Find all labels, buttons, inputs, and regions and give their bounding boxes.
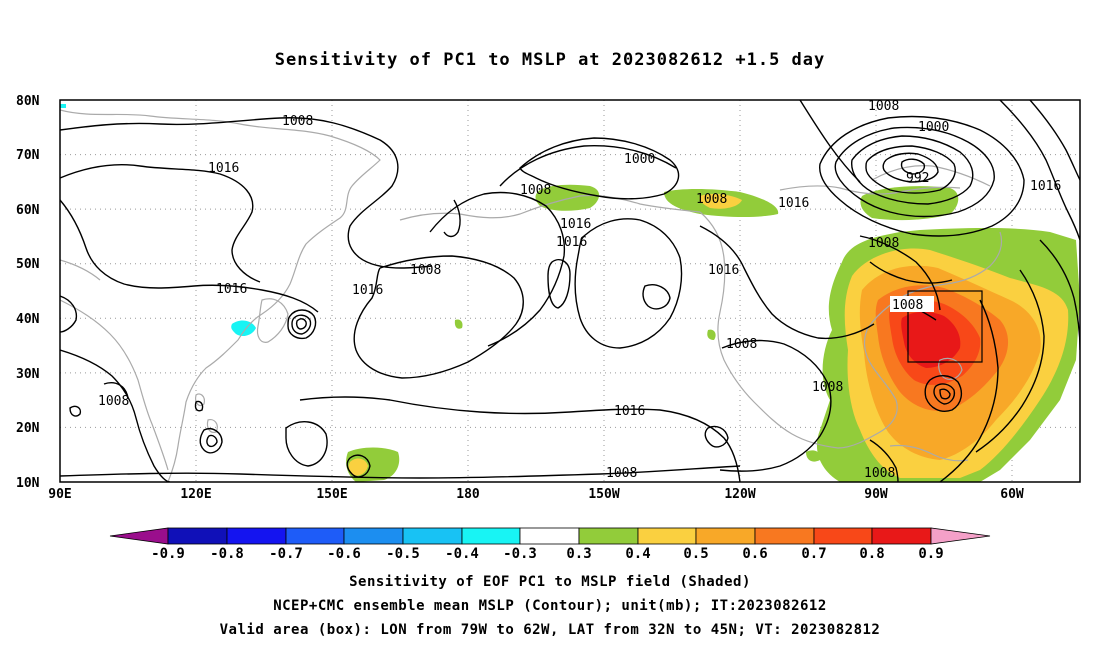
contour-label: 1008: [864, 466, 895, 481]
contour-label: 1016: [560, 217, 591, 232]
lon-label: 180: [456, 487, 480, 502]
lat-label: 40N: [16, 312, 40, 327]
shade-green-dot1: [454, 319, 463, 329]
lon-label: 150E: [316, 487, 347, 502]
plot-frame: [59, 99, 1081, 483]
contour-label: 1008: [868, 236, 899, 251]
valid-area-box: [907, 290, 983, 363]
contour-label: 1008: [868, 99, 899, 114]
shade-cyan-corner: [60, 104, 66, 108]
lon-label: 60W: [1000, 487, 1024, 502]
contour-label: 1008: [726, 337, 757, 352]
caption-line-3: Valid area (box): LON from 79W to 62W, L…: [219, 622, 881, 638]
contour-labels: 1008 1016 1016 1008 1000 1008 1016 1016 …: [98, 99, 1061, 481]
contour-label: 1000: [918, 120, 949, 135]
shade-green-dot2: [707, 329, 716, 340]
contour-label: 1008: [696, 192, 727, 207]
longitude-labels: 90E 120E 150E 180 150W 120W 90W 60W: [48, 487, 1024, 502]
lat-label: 50N: [16, 257, 40, 272]
lon-label: 120W: [724, 487, 755, 502]
contour-label: 1008: [410, 263, 441, 278]
contour-label: 1016: [216, 282, 247, 297]
contour-label: 1016: [614, 404, 645, 419]
lat-label: 30N: [16, 367, 40, 382]
contour-label: 1008: [282, 114, 313, 129]
contour-label: 1016: [352, 283, 383, 298]
contour-label: 1016: [1030, 179, 1061, 194]
latitude-labels: 80N 70N 60N 50N 40N 30N 20N 10N: [16, 94, 40, 491]
shade-yellow-gulf: [699, 193, 742, 209]
contour-label: 1016: [708, 263, 739, 278]
contour-label: 1000: [624, 152, 655, 167]
mslp-contours: [60, 100, 1080, 482]
contour-label: 1008: [892, 298, 923, 313]
shade-red: [901, 311, 961, 368]
lat-label: 70N: [16, 148, 40, 163]
contour-label: 1016: [556, 235, 587, 250]
caption-line-2: NCEP+CMC ensemble mean MSLP (Contour); u…: [273, 598, 827, 614]
shade-green-bering: [535, 184, 600, 211]
contour-label: 1008: [812, 380, 843, 395]
lat-label: 10N: [16, 476, 40, 491]
lon-label: 120E: [180, 487, 211, 502]
lon-label: 150W: [588, 487, 619, 502]
contour-label: 1008: [606, 466, 637, 481]
lat-label: 80N: [16, 94, 40, 109]
coastlines: [60, 109, 1003, 482]
shade-yellow-pacific-south: [348, 458, 368, 476]
contour-label: 1016: [778, 196, 809, 211]
contour-label: 992: [906, 171, 929, 186]
lat-label: 20N: [16, 421, 40, 436]
lat-label: 60N: [16, 203, 40, 218]
caption-line-1: Sensitivity of EOF PC1 to MSLP field (Sh…: [349, 574, 751, 590]
shade-cyan-japan: [231, 320, 256, 336]
contour-label: 1008: [520, 183, 551, 198]
shade-green-dot3: [806, 450, 821, 462]
lon-label: 90E: [48, 487, 71, 502]
contour-label: 1016: [208, 161, 239, 176]
lon-label: 90W: [864, 487, 888, 502]
map-title: Sensitivity of PC1 to MSLP at 2023082612…: [274, 50, 826, 70]
contour-label: 1008: [98, 394, 129, 409]
